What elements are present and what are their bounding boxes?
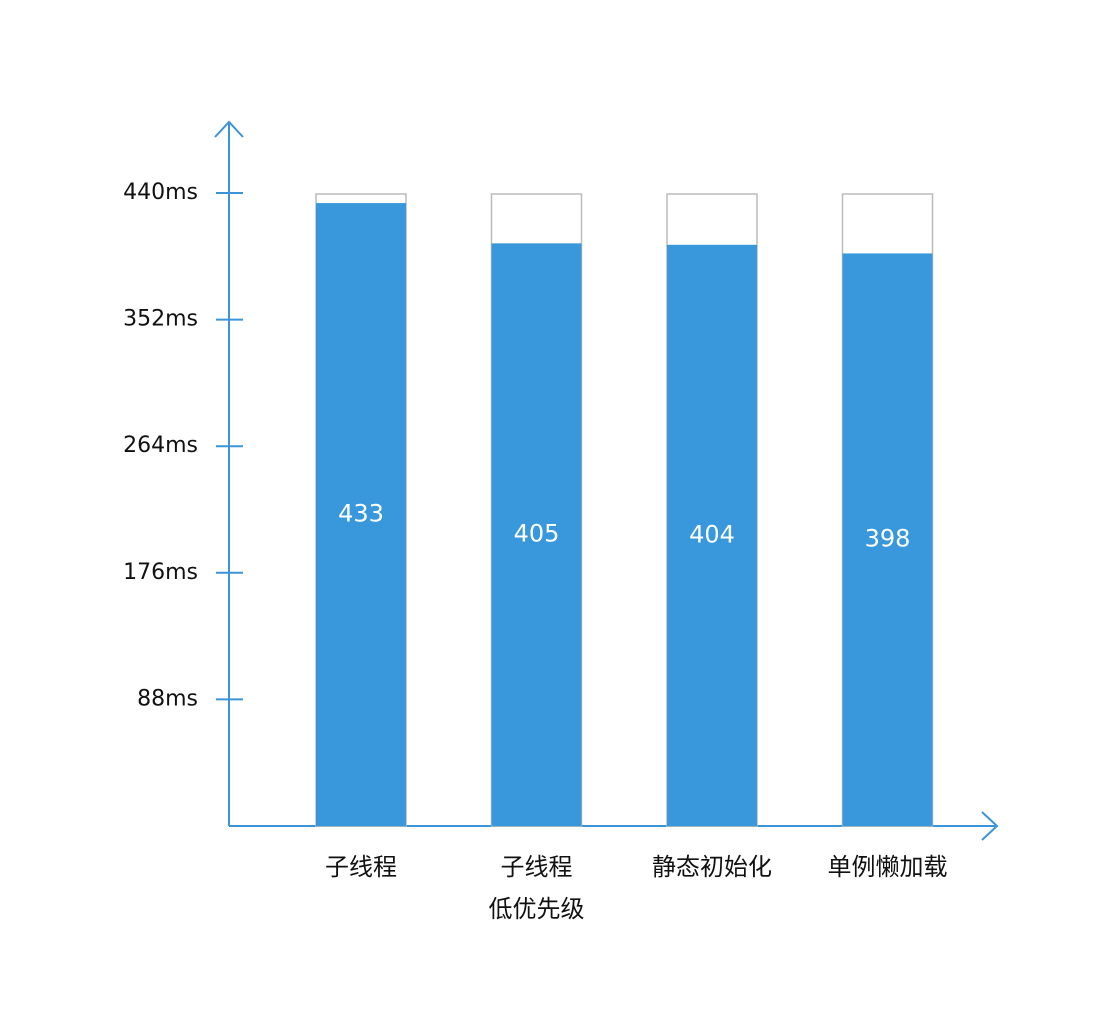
- value-label: 433: [338, 500, 384, 528]
- y-axis-arrow: [214, 120, 244, 138]
- y-tick-label: 176ms: [123, 560, 198, 585]
- bar: [491, 243, 582, 826]
- x-tick-label: 单例懒加载: [827, 853, 948, 881]
- x-tick-label: 子线程 低优先级: [488, 853, 585, 923]
- x-axis-arrow: [981, 811, 999, 841]
- value-label: 405: [514, 520, 560, 548]
- value-label: 404: [689, 520, 735, 548]
- value-label: 398: [865, 525, 911, 553]
- y-tick-label: 440ms: [123, 180, 198, 205]
- x-tick-label: 子线程: [325, 853, 397, 881]
- y-tick-label: 264ms: [123, 433, 198, 458]
- y-tick-label: 352ms: [123, 307, 198, 332]
- bar: [667, 244, 757, 827]
- bar: [316, 203, 406, 827]
- bar: [842, 253, 933, 826]
- x-tick-label: 静态初始化: [652, 853, 772, 881]
- y-tick-label: 88ms: [137, 686, 198, 711]
